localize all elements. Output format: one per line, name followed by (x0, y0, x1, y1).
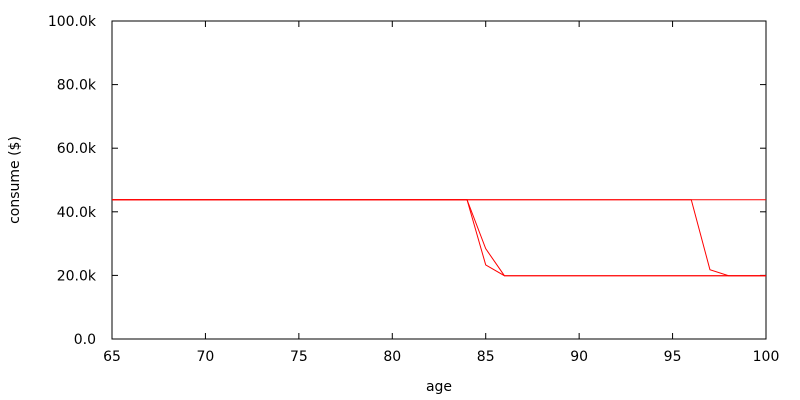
x-tick-label: 65 (103, 349, 121, 365)
series-line-4 (112, 199, 766, 277)
y-tick-label: 60.0k (57, 141, 97, 157)
x-tick-label: 90 (570, 349, 588, 365)
y-tick-label: 20.0k (57, 268, 97, 284)
x-tick-label: 80 (383, 349, 401, 365)
x-tick-label: 70 (197, 349, 215, 365)
series-line-2 (112, 199, 766, 277)
y-tick-label: 40.0k (57, 205, 97, 221)
series-line-3 (112, 199, 766, 277)
y-tick-label: 0.0 (74, 332, 96, 348)
y-tick-label: 100.0k (48, 14, 97, 30)
plot-frame (111, 20, 767, 340)
series-layer (112, 199, 766, 277)
y-tick-label: 80.0k (57, 78, 97, 94)
y-axis-label: consume ($) (7, 136, 23, 224)
x-tick-label: 85 (477, 349, 495, 365)
x-tick-label: 100 (753, 349, 780, 365)
x-tick-label: 95 (664, 349, 682, 365)
x-axis: 65 70 75 80 85 90 95 100 (103, 21, 779, 365)
y-axis: 0.0 20.0k 40.0k 60.0k 80.0k 100.0k (48, 14, 766, 348)
x-tick-label: 75 (290, 349, 308, 365)
x-axis-label: age (426, 379, 452, 395)
